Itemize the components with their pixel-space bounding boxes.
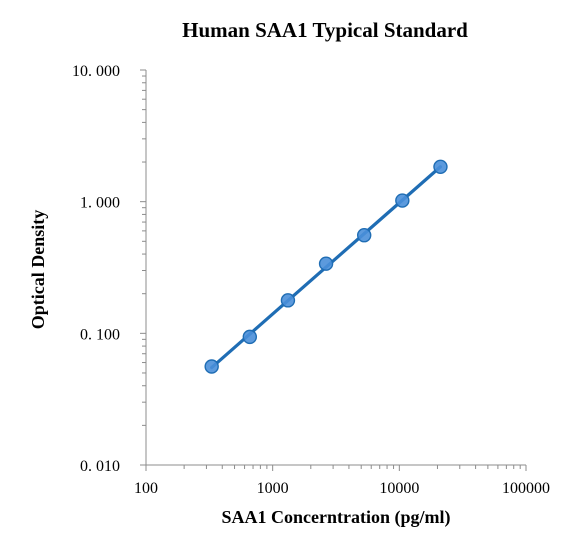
data-point [242, 329, 258, 345]
data-point [357, 228, 372, 243]
tick-labels: 100 1000 10000 100000 0. 010 0. 100 1. 000 10. … [72, 63, 550, 497]
x-tick-label: 100000 [502, 480, 550, 497]
data-point [433, 159, 448, 174]
x-axis-title: SAA1 Concerntration (pg/ml) [222, 507, 451, 528]
y-tick-label: 0. 010 [80, 458, 120, 475]
y-axis-title: Optical Density [28, 210, 48, 330]
x-tick-label: 1000 [257, 480, 289, 497]
y-tick-label: 1. 000 [80, 195, 120, 212]
axes [145, 70, 526, 466]
data-point [204, 359, 219, 374]
y-tick-label: 10. 000 [72, 63, 120, 80]
data-point [280, 293, 296, 308]
chart-title: Human SAA1 Typical Standard [182, 18, 468, 42]
ticks [140, 69, 527, 471]
x-tick-label: 10000 [379, 480, 419, 497]
data-point [318, 256, 334, 271]
series-layer [204, 159, 448, 374]
data-point [395, 193, 410, 208]
y-tick-label: 0. 100 [80, 326, 120, 343]
x-tick-label: 100 [134, 480, 158, 497]
